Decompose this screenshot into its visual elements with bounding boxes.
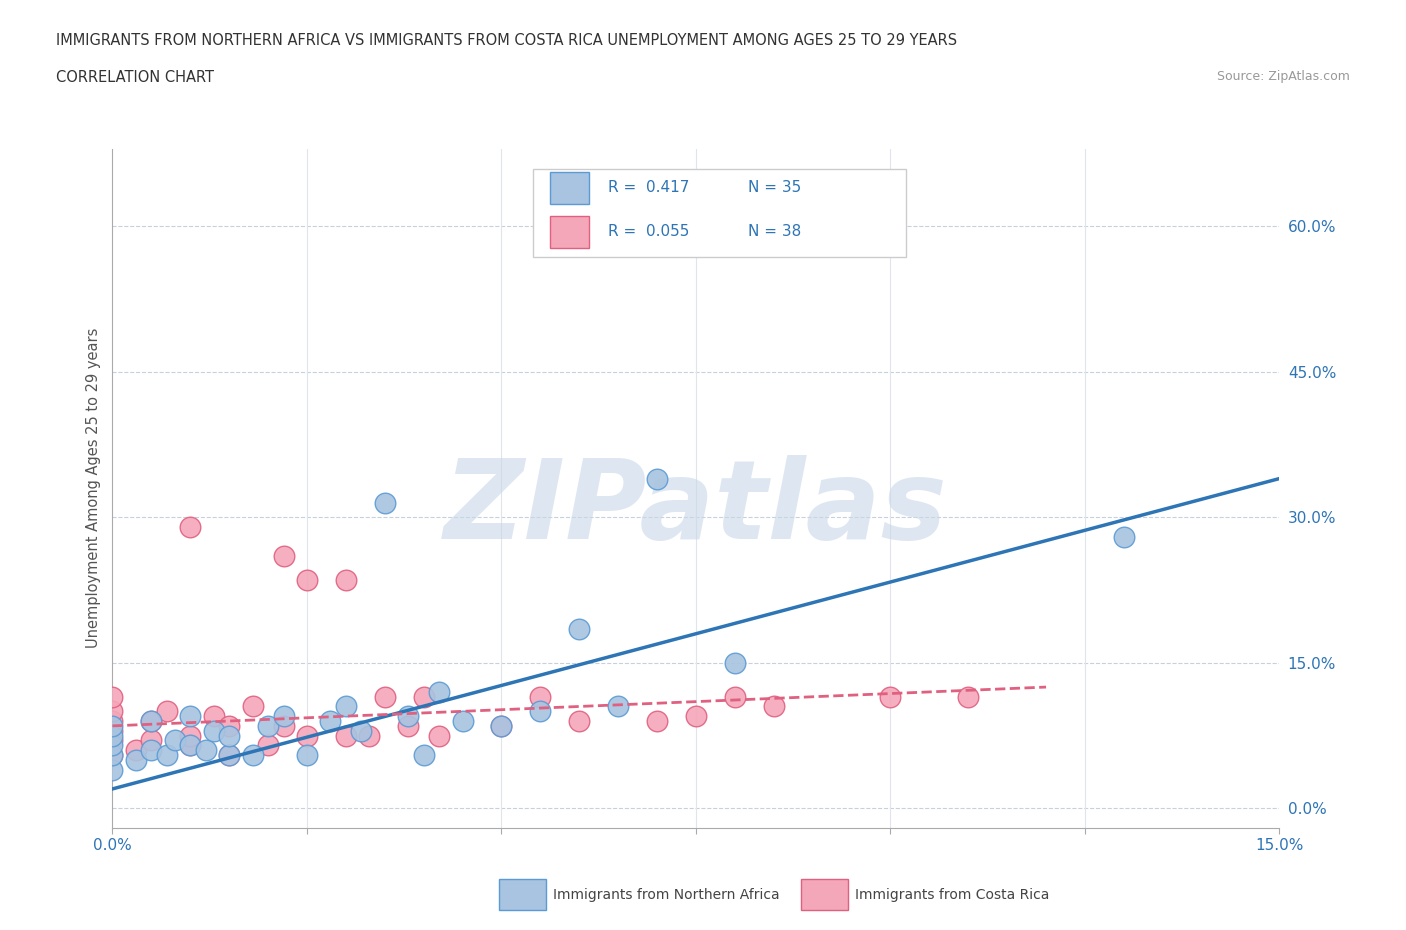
Point: [101, 762, 124, 777]
Point: [125, 752, 148, 767]
Point: [179, 737, 201, 752]
Bar: [550, 172, 589, 205]
Text: CORRELATION CHART: CORRELATION CHART: [56, 70, 214, 85]
Text: R =  0.417: R = 0.417: [609, 179, 690, 194]
Point: [374, 689, 396, 704]
Point: [257, 718, 280, 733]
Point: [101, 733, 124, 748]
Text: ZIPatlas: ZIPatlas: [444, 455, 948, 562]
Point: [295, 748, 318, 763]
Point: [273, 549, 295, 564]
Point: [427, 728, 450, 743]
Point: [218, 728, 240, 743]
Point: [101, 748, 124, 763]
Point: [218, 748, 240, 763]
FancyBboxPatch shape: [533, 169, 905, 258]
Point: [427, 684, 450, 699]
Y-axis label: Unemployment Among Ages 25 to 29 years: Unemployment Among Ages 25 to 29 years: [86, 328, 101, 648]
Point: [101, 689, 124, 704]
Text: N = 38: N = 38: [748, 224, 801, 239]
Point: [163, 733, 186, 748]
Point: [879, 689, 901, 704]
Point: [724, 689, 747, 704]
Point: [724, 656, 747, 671]
Point: [101, 718, 124, 733]
Point: [141, 713, 163, 728]
Point: [257, 737, 280, 752]
Point: [529, 689, 551, 704]
Point: [101, 713, 124, 728]
Point: [101, 737, 124, 752]
Point: [101, 724, 124, 738]
Point: [607, 699, 630, 714]
Point: [645, 713, 668, 728]
Text: R =  0.055: R = 0.055: [609, 224, 690, 239]
Point: [179, 737, 201, 752]
Point: [350, 724, 373, 738]
Point: [396, 709, 419, 724]
Point: [273, 718, 295, 733]
Point: [685, 709, 707, 724]
Point: [202, 709, 225, 724]
Point: [194, 743, 217, 758]
Point: [491, 718, 513, 733]
Point: [273, 709, 295, 724]
Point: [295, 573, 318, 588]
Point: [529, 704, 551, 719]
Point: [202, 724, 225, 738]
Point: [335, 699, 357, 714]
Point: [179, 709, 201, 724]
Point: [218, 718, 240, 733]
Point: [141, 743, 163, 758]
Point: [491, 718, 513, 733]
Text: N = 35: N = 35: [748, 179, 801, 194]
Point: [242, 699, 264, 714]
Point: [335, 728, 357, 743]
Point: [1112, 529, 1135, 544]
Bar: [550, 216, 589, 248]
Text: IMMIGRANTS FROM NORTHERN AFRICA VS IMMIGRANTS FROM COSTA RICA UNEMPLOYMENT AMONG: IMMIGRANTS FROM NORTHERN AFRICA VS IMMIG…: [56, 33, 957, 47]
Point: [568, 713, 591, 728]
Point: [179, 520, 201, 535]
Point: [412, 689, 434, 704]
Point: [335, 573, 357, 588]
Point: [359, 728, 381, 743]
Point: [218, 748, 240, 763]
Point: [141, 733, 163, 748]
Point: [762, 699, 785, 714]
Point: [179, 728, 201, 743]
Point: [101, 704, 124, 719]
Point: [957, 689, 980, 704]
Point: [451, 713, 474, 728]
Point: [645, 472, 668, 486]
Point: [141, 713, 163, 728]
Text: Immigrants from Costa Rica: Immigrants from Costa Rica: [855, 887, 1049, 902]
Point: [295, 728, 318, 743]
Point: [125, 743, 148, 758]
Point: [156, 704, 179, 719]
Point: [568, 621, 591, 636]
Point: [242, 748, 264, 763]
Point: [101, 728, 124, 743]
Point: [319, 713, 342, 728]
Point: [396, 718, 419, 733]
Point: [374, 496, 396, 511]
Point: [101, 748, 124, 763]
Point: [156, 748, 179, 763]
Point: [412, 748, 434, 763]
Text: Source: ZipAtlas.com: Source: ZipAtlas.com: [1216, 70, 1350, 83]
Text: Immigrants from Northern Africa: Immigrants from Northern Africa: [553, 887, 779, 902]
